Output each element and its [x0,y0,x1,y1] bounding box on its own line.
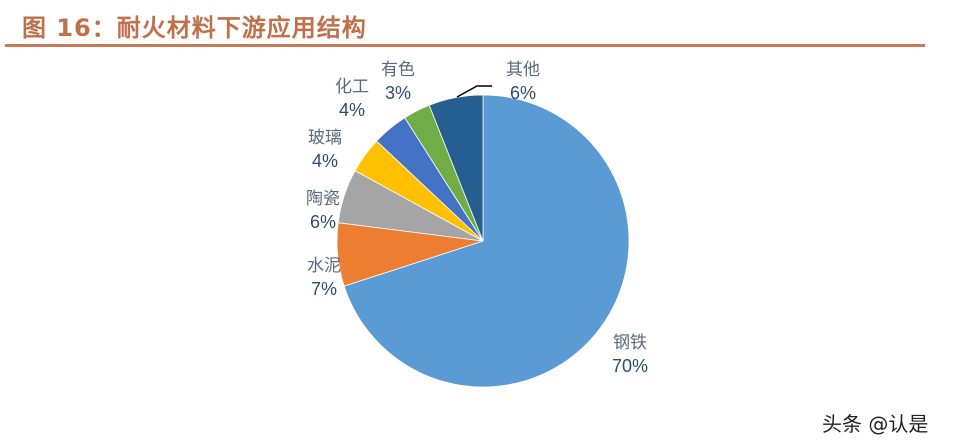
label-ceramics-pct: 6% [309,212,336,232]
label-steel-pct: 70% [612,356,649,376]
label-ceramics-name: 陶瓷 [306,189,340,209]
label-other-pct: 6% [509,83,536,103]
label-chemical-pct: 4% [338,100,365,120]
pie-slice-0 [343,94,630,388]
label-steel-name: 钢铁 [613,333,648,353]
chart-title: 图 16：耐火材料下游应用结构 [22,14,367,42]
label-steel: 钢铁 70% [612,332,648,378]
label-ceramics: 陶瓷 6% [306,188,340,234]
label-glass-pct: 4% [311,151,338,171]
label-chemical: 化工 4% [335,76,369,122]
watermark: 头条 @认是 [822,412,929,436]
label-glass-name: 玻璃 [308,128,342,148]
leader-line-other [456,85,492,98]
label-other: 其他 6% [506,59,540,105]
label-chemical-name: 化工 [335,77,369,97]
label-nonferrous: 有色 3% [381,59,415,105]
pie-slice-6 [428,94,484,242]
label-nonferrous-pct: 3% [384,83,411,103]
label-cement-pct: 7% [310,279,337,299]
label-nonferrous-name: 有色 [381,60,415,80]
label-other-name: 其他 [506,60,540,80]
label-cement: 水泥 7% [307,255,341,301]
label-glass: 玻璃 4% [308,127,342,173]
label-cement-name: 水泥 [307,256,341,276]
title-divider [5,44,925,47]
